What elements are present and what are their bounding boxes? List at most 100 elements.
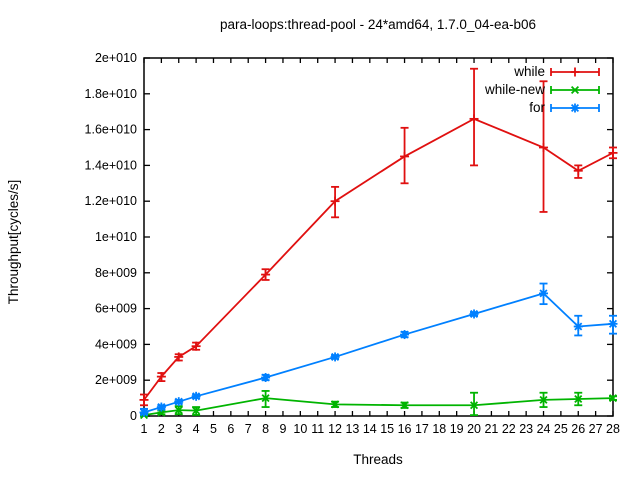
x-tick-label: 17 — [415, 422, 429, 436]
x-tick-label: 4 — [193, 422, 200, 436]
data-point — [539, 282, 549, 306]
star-marker — [574, 322, 583, 331]
series-while-new — [139, 390, 618, 420]
data-point — [469, 309, 479, 319]
data-point — [261, 390, 270, 408]
x-tick-label: 19 — [450, 422, 464, 436]
x-tick-label: 20 — [467, 422, 481, 436]
data-point — [574, 391, 583, 407]
data-point — [191, 341, 201, 351]
data-point — [191, 391, 201, 401]
y-tick-label: 1.8e+010 — [85, 87, 138, 101]
x-tick-label: 14 — [363, 422, 377, 436]
legend-sample-while — [550, 67, 600, 77]
y-tick-label: 2e+010 — [95, 51, 137, 65]
x-tick-label: 23 — [519, 422, 533, 436]
cross-marker — [400, 401, 409, 410]
x-tick-label: 3 — [175, 422, 182, 436]
x-tick-label: 28 — [606, 422, 620, 436]
data-point — [174, 397, 184, 407]
data-point — [174, 352, 184, 362]
x-tick-label: 21 — [484, 422, 498, 436]
data-point — [192, 406, 201, 416]
data-point — [573, 314, 583, 337]
data-point — [539, 80, 549, 213]
x-tick-label: 25 — [554, 422, 568, 436]
star-marker — [139, 408, 149, 417]
data-point — [608, 146, 618, 160]
y-tick-label: 8e+009 — [95, 266, 137, 280]
star-marker — [608, 319, 618, 328]
y-tick-label: 1.2e+010 — [85, 194, 138, 208]
cross-marker — [570, 85, 580, 95]
star-marker — [331, 352, 340, 361]
data-point — [539, 391, 548, 408]
cross-marker — [470, 401, 479, 410]
x-tick-label: 1 — [141, 422, 148, 436]
x-tick-label: 9 — [279, 422, 286, 436]
y-tick-label: 0 — [130, 409, 137, 423]
y-tick-label: 2e+009 — [95, 373, 137, 387]
x-tick-label: 26 — [571, 422, 585, 436]
x-tick-label: 7 — [245, 422, 252, 436]
cross-marker — [174, 406, 183, 415]
y-tick-label: 4e+009 — [95, 337, 137, 351]
chart-title: para-loops:thread-pool - 24*amd64, 1.7.0… — [220, 17, 536, 32]
x-tick-label: 18 — [432, 422, 446, 436]
y-tick-label: 1.6e+010 — [85, 123, 138, 137]
data-point — [139, 393, 149, 407]
star-marker — [174, 397, 183, 406]
legend-samples — [550, 67, 600, 113]
data-point — [261, 268, 271, 281]
y-axis-label: Throughput[cycles/s] — [6, 180, 21, 305]
x-tick-label: 2 — [158, 422, 165, 436]
x-tick-label: 10 — [293, 422, 307, 436]
data-point — [573, 164, 583, 179]
data-point — [400, 401, 409, 410]
y-tick-label: 6e+009 — [95, 302, 137, 316]
y-tick-label: 1e+010 — [95, 230, 137, 244]
legend: while while-new for — [484, 64, 600, 115]
data-point — [400, 126, 410, 185]
data-point — [331, 400, 340, 409]
y-axis-ticks: 0 2e+009 4e+009 6e+009 8e+009 1e+010 1.2e+010 1… — [85, 51, 613, 423]
data-point — [608, 394, 618, 403]
data-point — [330, 185, 340, 219]
data-point — [174, 405, 183, 416]
legend-label-while-new: while-new — [484, 82, 545, 97]
star-marker — [261, 373, 270, 382]
data-point — [470, 391, 479, 417]
series-while — [139, 67, 618, 407]
x-tick-label: 11 — [311, 422, 324, 436]
y-tick-label: 1.4e+010 — [85, 158, 138, 172]
cross-marker — [331, 400, 340, 409]
x-tick-label: 22 — [502, 422, 516, 436]
cross-marker — [608, 394, 618, 403]
legend-sample-while-new — [550, 85, 600, 95]
series-layer — [139, 67, 618, 420]
x-tick-label: 24 — [537, 422, 551, 436]
x-tick-label: 27 — [589, 422, 603, 436]
star-marker — [157, 403, 166, 412]
legend-sample-for — [550, 103, 600, 113]
cross-marker — [574, 394, 583, 404]
x-axis-label: Threads — [353, 452, 403, 467]
star-marker — [192, 392, 201, 401]
data-point — [330, 352, 340, 362]
data-point — [261, 373, 271, 383]
legend-label-for: for — [529, 100, 545, 115]
x-tick-label: 15 — [380, 422, 394, 436]
cross-marker — [192, 406, 201, 415]
star-marker — [570, 103, 580, 113]
cross-marker — [261, 394, 270, 403]
star-marker — [400, 330, 409, 339]
x-tick-label: 5 — [210, 422, 217, 436]
star-marker — [470, 309, 479, 319]
cross-marker — [539, 395, 548, 404]
data-point — [469, 67, 479, 167]
x-tick-label: 6 — [227, 422, 234, 436]
x-tick-label: 16 — [398, 422, 412, 436]
data-point — [156, 372, 166, 382]
